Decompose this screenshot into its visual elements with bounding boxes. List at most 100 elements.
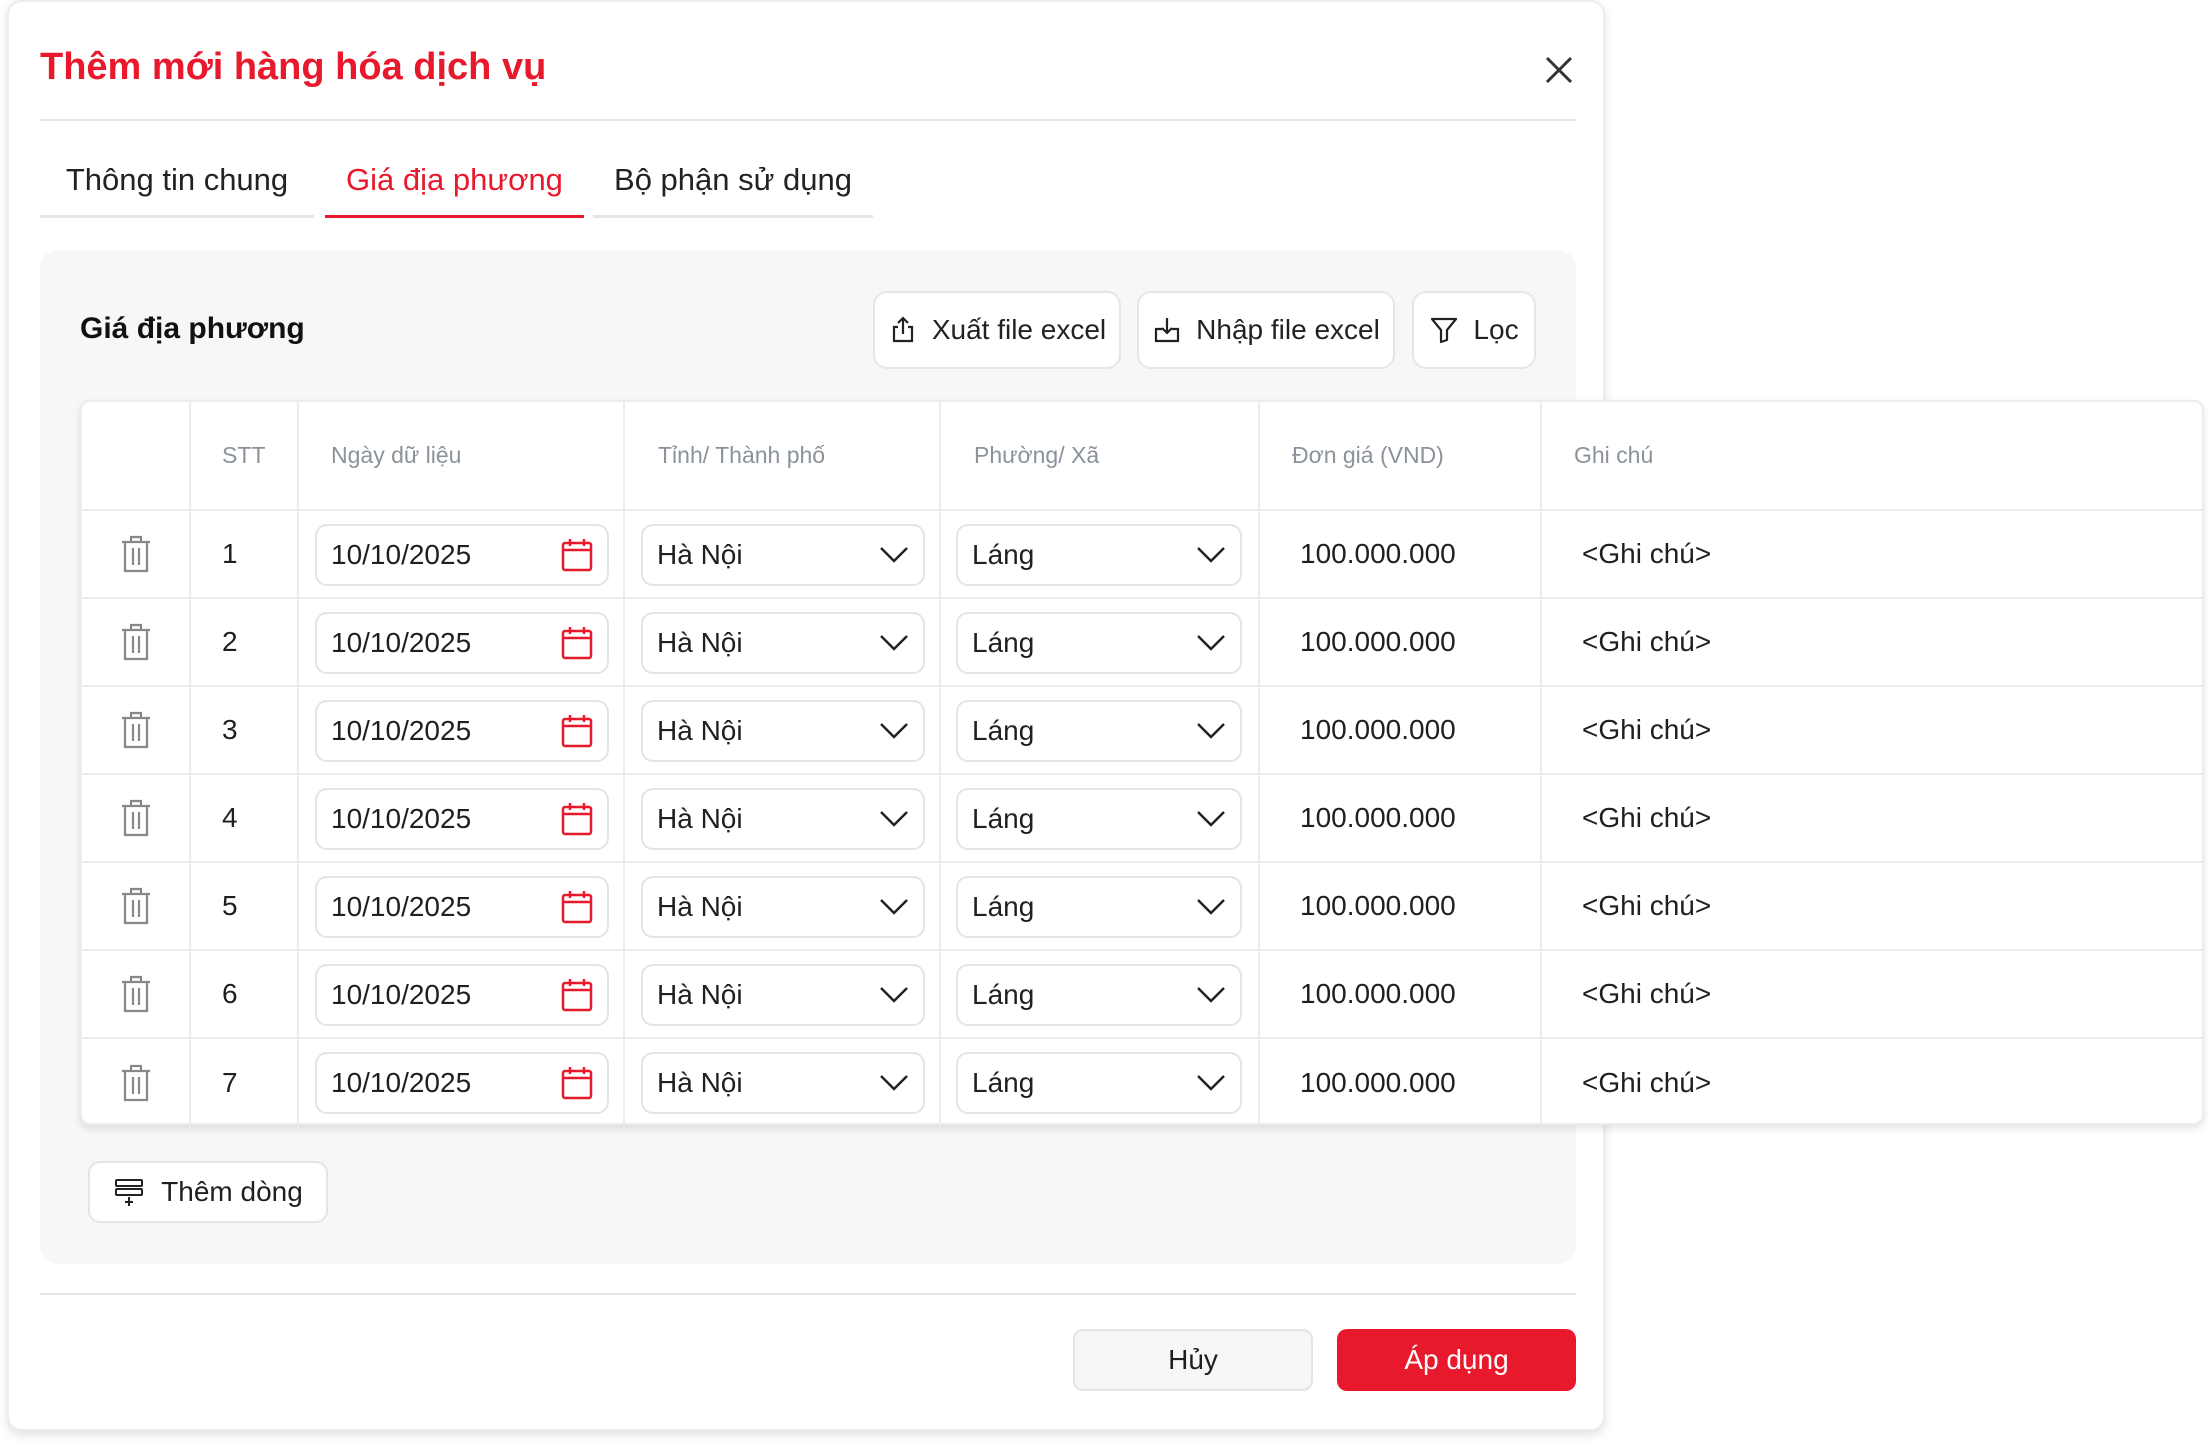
ward-select[interactable]: Láng [956,524,1242,586]
cancel-button[interactable]: Hủy [1073,1329,1313,1391]
calendar-icon[interactable] [561,626,593,660]
row-note[interactable]: <Ghi chú> [1582,978,1712,1009]
chevron-down-icon [1197,899,1225,915]
chevron-down-icon [880,899,908,915]
upload-icon [892,316,913,343]
row-note[interactable]: <Ghi chú> [1582,538,1712,569]
chevron-down-icon [880,811,908,827]
date-value: 10/10/2025 [331,715,472,746]
chevron-down-icon [1197,811,1225,827]
chevron-down-icon [880,987,908,1003]
local-price-table: STT Ngày dữ liệu Tỉnh/ Thành phố Phường/… [80,400,2204,1127]
ward-select[interactable]: Láng [956,876,1242,938]
row-note[interactable]: <Ghi chú> [1582,890,1712,921]
province-value: Hà Nội [657,891,743,922]
ward-select[interactable]: Láng [956,612,1242,674]
date-picker[interactable]: 10/10/2025 [315,964,609,1026]
calendar-icon[interactable] [561,978,593,1012]
calendar-icon[interactable] [561,1066,593,1100]
date-picker[interactable]: 10/10/2025 [315,788,609,850]
dialog-title: Thêm mới hàng hóa dịch vụ [40,46,547,88]
add-row-label: Thêm dòng [161,1176,303,1207]
province-select[interactable]: Hà Nội [641,964,925,1026]
chevron-down-icon [1197,635,1225,651]
province-value: Hà Nội [657,803,743,834]
province-select[interactable]: Hà Nội [641,876,925,938]
date-picker[interactable]: 10/10/2025 [315,612,609,674]
trash-icon[interactable] [118,622,154,662]
row-stt: 3 [191,687,299,773]
ward-value: Láng [972,803,1035,834]
row-stt: 4 [191,775,299,861]
row-price[interactable]: 100.000.000 [1260,951,1542,1037]
row-price[interactable]: 100.000.000 [1260,775,1542,861]
date-picker[interactable]: 10/10/2025 [315,1052,609,1114]
import-excel-button[interactable]: Nhập file excel [1137,291,1395,369]
tab-local-price[interactable]: Giá địa phương [325,152,584,218]
filter-label: Lọc [1473,314,1519,345]
province-select[interactable]: Hà Nội [641,1052,925,1114]
ward-select[interactable]: Láng [956,1052,1242,1114]
chevron-down-icon [1197,723,1225,739]
row-price[interactable]: 100.000.000 [1260,863,1542,949]
export-excel-button[interactable]: Xuất file excel [873,291,1121,369]
ward-value: Láng [972,1067,1035,1098]
trash-icon[interactable] [118,1063,154,1103]
row-stt: 5 [191,863,299,949]
trash-icon[interactable] [118,974,154,1014]
date-picker[interactable]: 10/10/2025 [315,876,609,938]
province-value: Hà Nội [657,715,743,746]
calendar-icon[interactable] [561,890,593,924]
filter-button[interactable]: Lọc [1412,291,1536,369]
header-price: Đơn giá (VND) [1260,402,1542,509]
date-value: 10/10/2025 [331,803,472,834]
ward-select[interactable]: Láng [956,788,1242,850]
row-price[interactable]: 100.000.000 [1260,511,1542,597]
province-select[interactable]: Hà Nội [641,612,925,674]
row-price[interactable]: 100.000.000 [1260,1039,1542,1127]
add-row-button[interactable]: Thêm dòng [88,1161,328,1223]
apply-button[interactable]: Áp dụng [1337,1329,1576,1391]
table-row: 3 10/10/2025 Hà Nội Láng 100.000.000 <Gh… [82,687,2202,775]
date-picker[interactable]: 10/10/2025 [315,700,609,762]
row-note[interactable]: <Ghi chú> [1582,714,1712,745]
ward-select[interactable]: Láng [956,964,1242,1026]
trash-icon[interactable] [118,710,154,750]
download-icon [1155,318,1180,343]
ward-select[interactable]: Láng [956,700,1242,762]
calendar-icon[interactable] [561,538,593,572]
row-price[interactable]: 100.000.000 [1260,687,1542,773]
close-icon[interactable] [1539,50,1579,90]
filter-icon [1431,317,1458,344]
add-row-icon [115,1179,144,1206]
tab-departments[interactable]: Bộ phận sử dụng [593,152,873,218]
province-select[interactable]: Hà Nội [641,700,925,762]
province-select[interactable]: Hà Nội [641,788,925,850]
header-date: Ngày dữ liệu [299,402,625,509]
trash-icon[interactable] [118,534,154,574]
panel-title: Giá địa phương [80,312,305,345]
header-ward: Phường/ Xã [941,402,1260,509]
ward-value: Láng [972,891,1035,922]
calendar-icon[interactable] [561,714,593,748]
ward-value: Láng [972,539,1035,570]
table-row: 2 10/10/2025 Hà Nội Láng 100.000.000 <Gh… [82,599,2202,687]
tab-general-info[interactable]: Thông tin chung [40,152,314,218]
trash-icon[interactable] [118,798,154,838]
date-value: 10/10/2025 [331,627,472,658]
row-note[interactable]: <Ghi chú> [1582,1067,1712,1098]
row-note[interactable]: <Ghi chú> [1582,626,1712,657]
province-select[interactable]: Hà Nội [641,524,925,586]
date-value: 10/10/2025 [331,1067,472,1098]
header-note: Ghi chú [1574,442,1654,468]
calendar-icon[interactable] [561,802,593,836]
row-stt: 7 [191,1039,299,1127]
chevron-down-icon [880,1075,908,1091]
row-note[interactable]: <Ghi chú> [1582,802,1712,833]
row-price[interactable]: 100.000.000 [1260,599,1542,685]
trash-icon[interactable] [118,886,154,926]
date-picker[interactable]: 10/10/2025 [315,524,609,586]
chevron-down-icon [1197,547,1225,563]
table-row: 5 10/10/2025 Hà Nội Láng 100.000.000 <Gh… [82,863,2202,951]
row-stt: 2 [191,599,299,685]
